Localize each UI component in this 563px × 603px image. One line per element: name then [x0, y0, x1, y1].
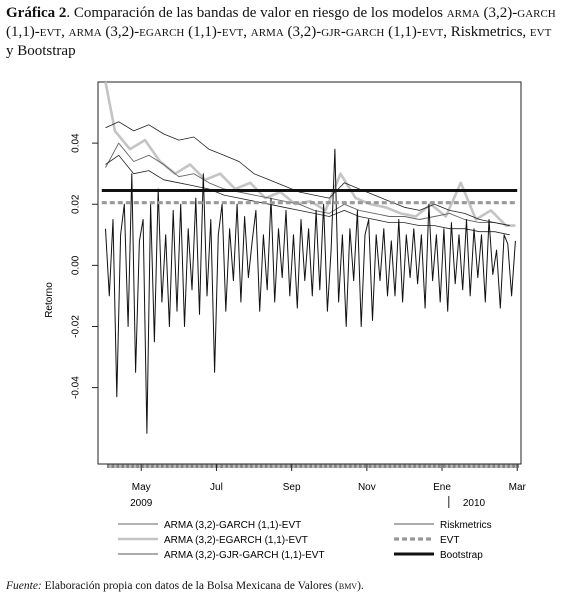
series-line-riskmetrics — [105, 121, 510, 226]
x-tick-label: Mar — [509, 482, 527, 493]
x-tick-label: Nov — [358, 482, 376, 493]
y-tick-label: 0.04 — [71, 133, 82, 153]
legend-label-arma-3-2-egarch-1-1-evt: ARMA (3,2)-EGARCH (1,1)-EVT — [164, 535, 308, 546]
title-text: y Bootstrap — [6, 43, 76, 59]
y-tick-label: -0.04 — [71, 376, 82, 399]
legend: ARMA (3,2)-GARCH (1,1)-EVT ARMA (3,2)-EGA… — [118, 520, 492, 561]
title-sc: evt — [39, 24, 62, 40]
title-sc: garch — [517, 5, 556, 21]
series-line-arma-3-2-garch-1-1-evt — [105, 142, 510, 227]
title-text: (3,2)- — [101, 24, 140, 40]
series-layer — [101, 81, 518, 434]
title-sc: egarch — [139, 24, 185, 40]
source-text: Elaboración propia con datos de la Bolsa… — [41, 580, 339, 592]
title-text: , — [243, 24, 251, 40]
title-sc: arma — [250, 24, 284, 40]
y-axis-label: Retorno — [44, 282, 55, 318]
title-text: (3,2)- — [479, 5, 518, 21]
x-tick-label: Ene — [433, 482, 451, 493]
title-text: . Comparación de las bandas de valor en … — [66, 5, 447, 21]
title-sc: evt — [421, 24, 444, 40]
legend-label-bootstrap: Bootstrap — [440, 550, 483, 561]
x-tick-label: May — [132, 482, 151, 493]
title-sc: arma — [446, 5, 480, 21]
y-tick-label: 0.02 — [71, 194, 82, 214]
chart-title: Gráfica 2. Comparación de las bandas de … — [6, 4, 558, 61]
legend-label-riskmetrics: Riskmetrics — [440, 520, 492, 531]
title-sc: evt — [221, 24, 244, 40]
legend-label-evt: EVT — [440, 535, 459, 546]
plot-frame — [97, 81, 522, 465]
title-sc: evt — [529, 24, 552, 40]
series-line-returns — [105, 148, 516, 434]
title-sc: arma — [68, 24, 102, 40]
title-text: (1,1)- — [184, 24, 222, 40]
title-text: (1,1)- — [384, 24, 422, 40]
figure-label: Gráfica 2 — [6, 5, 67, 21]
title-text: (3,2)- — [283, 24, 322, 40]
source-label: Fuente: — [6, 580, 42, 592]
x-tick-label: Sep — [283, 482, 301, 493]
title-text: (1,1)- — [6, 24, 40, 40]
y-tick-label: 0.00 — [71, 255, 82, 275]
title-sc: gjr-garch — [321, 24, 385, 40]
title-text: , Riskmetrics, — [443, 24, 530, 40]
source-text: ). — [357, 580, 364, 592]
year-label: 2009 — [130, 498, 153, 509]
series-line-arma-3-2-gjr-garch-1-1-evt — [105, 154, 510, 236]
axis-layer: 0.04 0.02 0.00 -0.02 -0.04 May Jul Sep Nov Ene Mar… — [71, 133, 527, 509]
x-tick-label: Jul — [210, 482, 223, 493]
source-abbr: bmv — [338, 580, 358, 592]
y-tick-label: -0.02 — [71, 315, 82, 338]
title-text: , — [61, 24, 69, 40]
year-label: 2010 — [463, 498, 486, 509]
legend-label-arma-3-2-garch-1-1-evt: ARMA (3,2)-GARCH (1,1)-EVT — [164, 520, 301, 531]
source-note: Fuente: Elaboración propia con datos de … — [6, 580, 364, 592]
legend-label-arma-3-2-gjr-garch-1-1-evt: ARMA (3,2)-GJR-GARCH (1,1)-EVT — [164, 550, 325, 561]
